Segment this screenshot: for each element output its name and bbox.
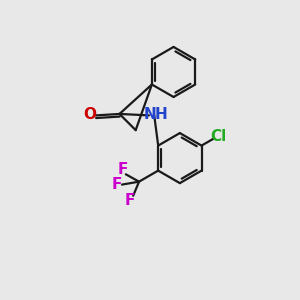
Text: Cl: Cl	[210, 129, 226, 144]
Text: H: H	[155, 107, 168, 122]
Text: F: F	[125, 193, 135, 208]
Text: F: F	[118, 162, 128, 177]
Text: F: F	[112, 177, 122, 192]
Text: O: O	[83, 107, 97, 122]
Text: N: N	[144, 107, 157, 122]
